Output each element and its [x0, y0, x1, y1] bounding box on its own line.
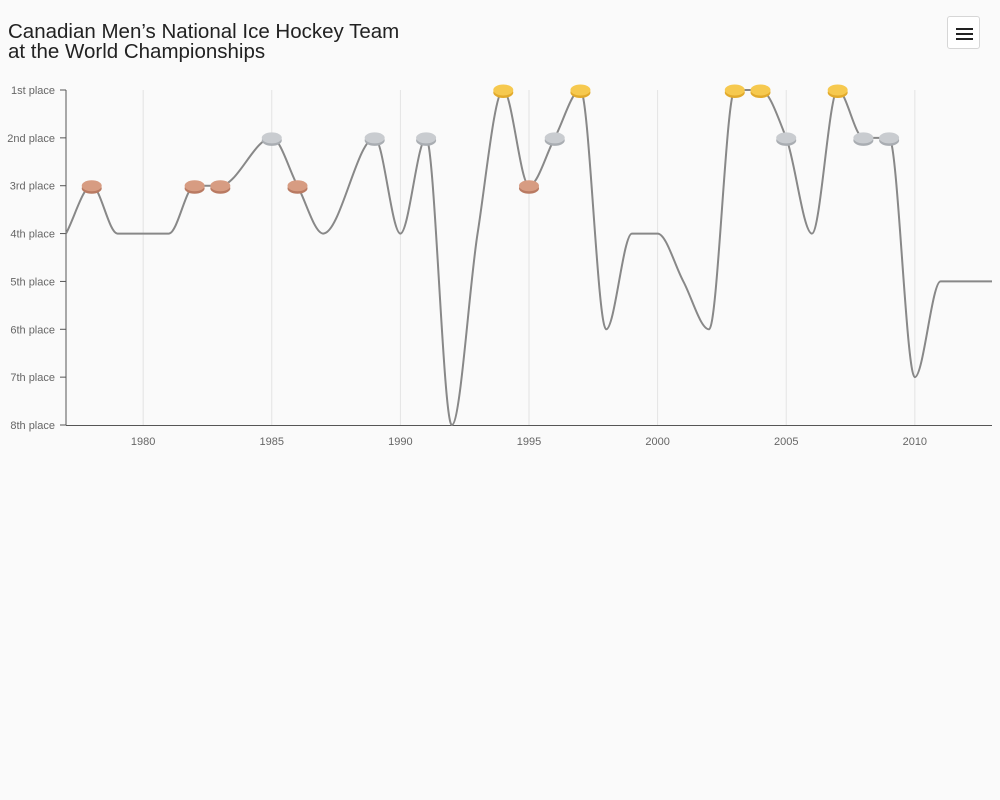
bronze-medal-face — [210, 180, 231, 192]
silver-medal-marker — [776, 132, 797, 146]
silver-medal-marker — [879, 132, 900, 146]
y-axis-labels: 1st place 2nd place 3rd place 4th place 5th … — [7, 85, 55, 432]
bronze-medal-marker — [287, 180, 308, 194]
silver-medal-marker — [261, 132, 282, 146]
medal-markers — [81, 84, 900, 194]
gold-medal-face — [750, 84, 771, 96]
bronze-medal-face — [519, 180, 539, 192]
y-tick-label: 8th place — [10, 420, 55, 432]
placement-line — [65, 88, 992, 427]
series-line-group — [65, 88, 992, 427]
y-tick-label: 3rd place — [10, 181, 55, 193]
hamburger-menu-icon-bar — [956, 33, 973, 35]
gold-medal-marker — [750, 84, 771, 98]
chart-title-line-2: at the World Championships — [8, 40, 266, 63]
bronze-medal-face — [184, 180, 205, 192]
axes — [60, 89, 992, 426]
silver-medal-face — [416, 132, 437, 144]
silver-medal-face — [261, 132, 282, 144]
silver-medal-face — [776, 132, 797, 144]
bronze-medal-marker — [519, 180, 539, 194]
grid-lines — [142, 90, 916, 425]
x-axis-labels: 1980 1985 1990 1995 2000 2005 2010 — [131, 436, 927, 448]
y-tick-label: 2nd place — [7, 133, 55, 145]
x-tick-label: 1995 — [517, 436, 541, 448]
hamburger-menu-button[interactable] — [947, 16, 980, 49]
y-tick-label: 7th place — [10, 372, 55, 384]
silver-medal-face — [853, 132, 874, 144]
x-tick-label: 2010 — [903, 436, 927, 448]
silver-medal-face — [364, 132, 385, 144]
silver-medal-face — [879, 132, 900, 144]
hamburger-menu-icon-bar — [956, 38, 973, 40]
x-tick-label: 1990 — [388, 436, 412, 448]
gold-medal-face — [570, 84, 591, 96]
silver-medal-marker — [853, 132, 874, 146]
silver-medal-marker — [544, 132, 565, 146]
gold-medal-marker — [724, 84, 745, 98]
gold-medal-marker — [570, 84, 591, 98]
bronze-medal-marker — [210, 180, 231, 194]
gold-medal-face — [827, 84, 848, 96]
x-tick-label: 2000 — [645, 436, 669, 448]
silver-medal-marker — [416, 132, 437, 146]
chart-title-line-1: Canadian Men’s National Ice Hockey Team — [8, 20, 400, 43]
chart-title: Canadian Men’s National Ice Hockey Team … — [8, 20, 400, 63]
bronze-medal-marker — [81, 180, 102, 194]
x-tick-label: 1980 — [131, 436, 155, 448]
bronze-medal-marker — [184, 180, 205, 194]
bronze-medal-face — [81, 180, 102, 192]
bronze-medal-face — [287, 180, 308, 192]
x-tick-label: 1985 — [260, 436, 284, 448]
y-tick-label: 1st place — [11, 85, 55, 97]
gold-medal-face — [493, 84, 514, 96]
silver-medal-marker — [364, 132, 385, 146]
y-tick-label: 4th place — [10, 229, 55, 241]
gold-medal-marker — [827, 84, 848, 98]
silver-medal-face — [544, 132, 565, 144]
y-tick-label: 6th place — [10, 324, 55, 336]
x-tick-label: 2005 — [774, 436, 798, 448]
gold-medal-marker — [493, 84, 514, 98]
gold-medal-face — [724, 84, 745, 96]
hamburger-menu-icon — [956, 28, 973, 30]
y-tick-label: 5th place — [10, 276, 55, 288]
